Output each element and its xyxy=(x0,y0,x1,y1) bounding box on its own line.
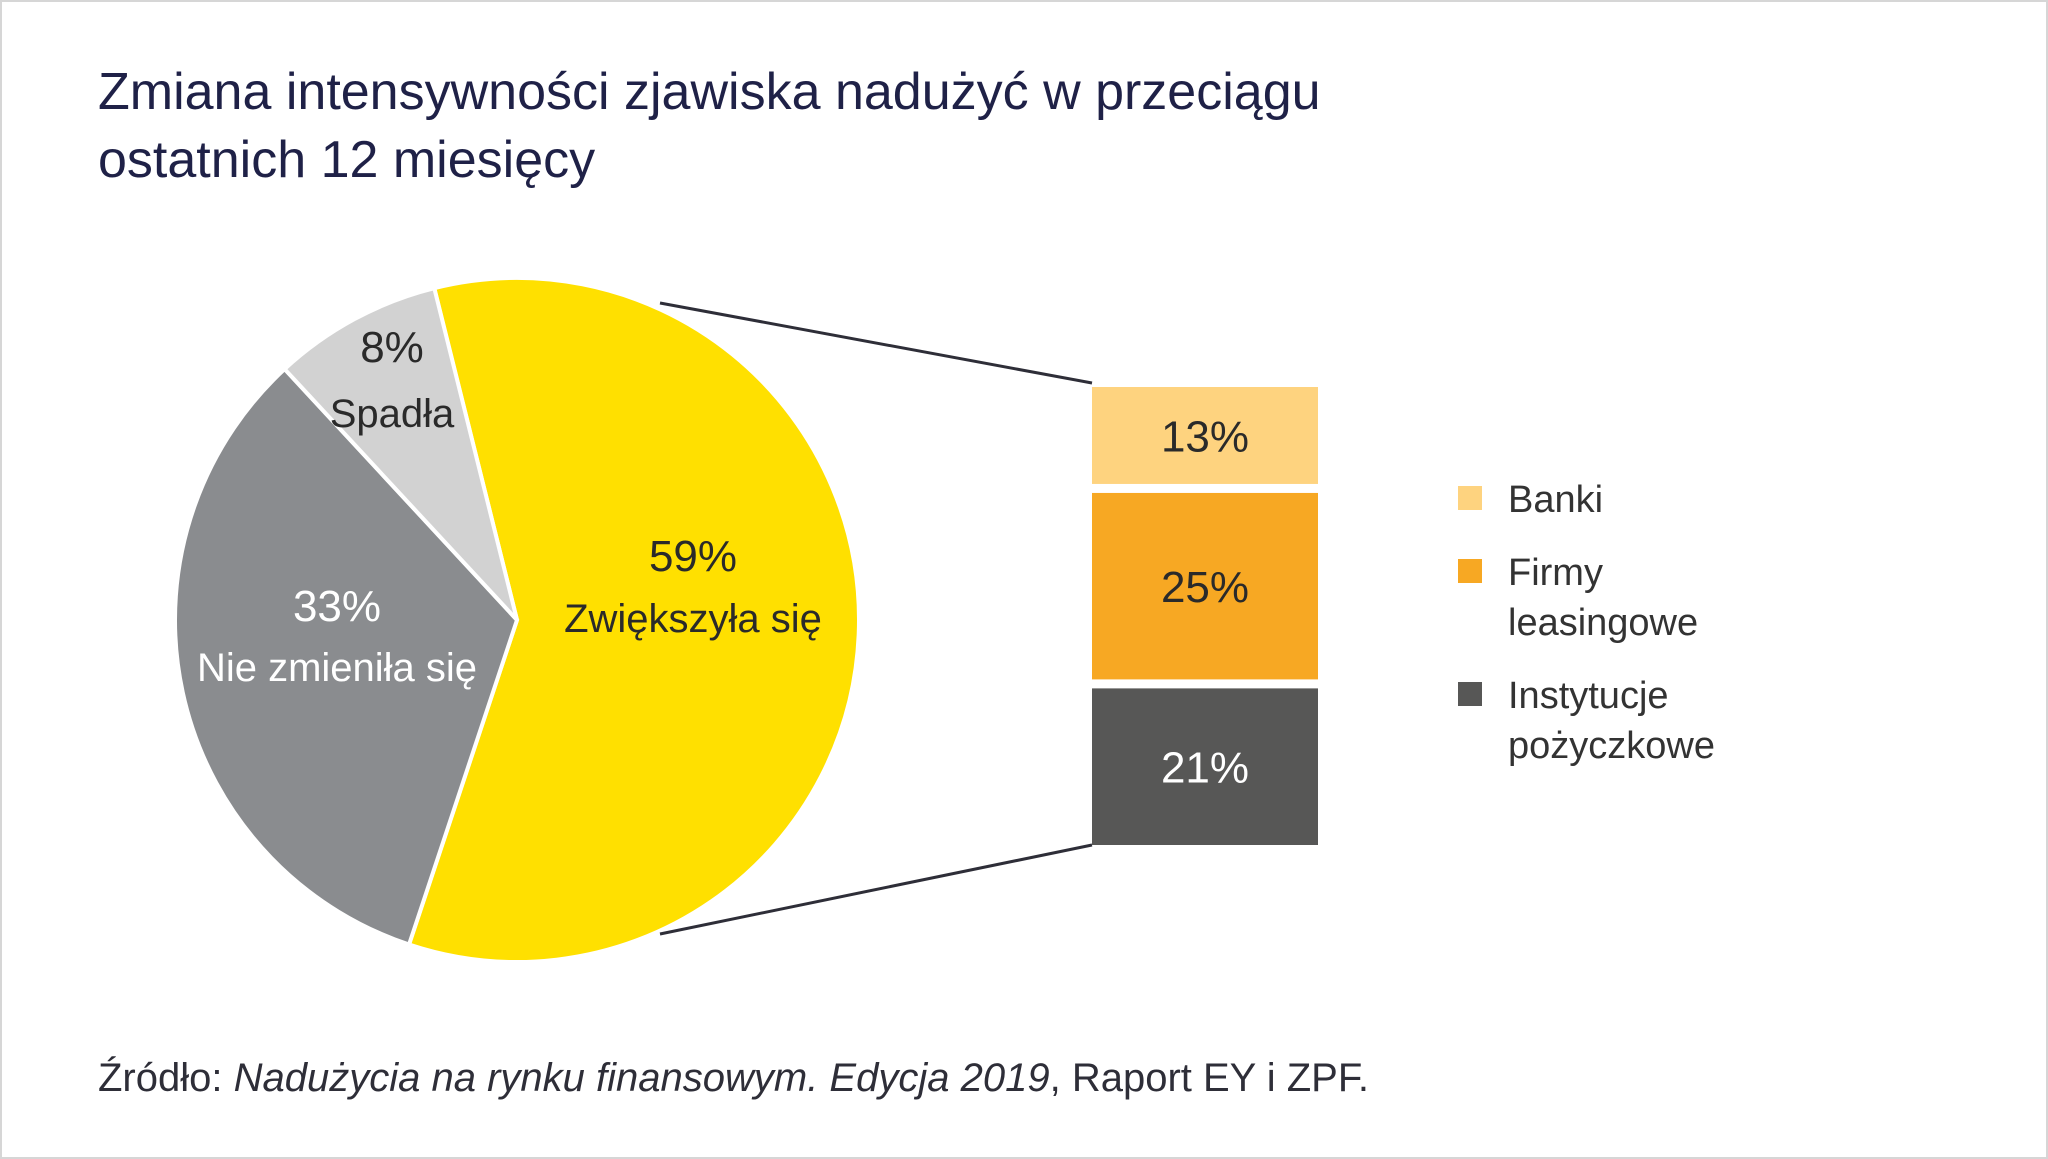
legend-label: pożyczkowe xyxy=(1508,725,1715,767)
bar-segment-2 xyxy=(1092,688,1318,845)
legend-swatch-1 xyxy=(1458,559,1482,583)
source-prefix: Źródło: xyxy=(98,1056,234,1100)
pie-value-label: 33% xyxy=(293,582,381,631)
legend-label: Banki xyxy=(1508,479,1603,521)
connector-line-top xyxy=(659,301,1093,385)
legend-label: Instytucje xyxy=(1508,675,1669,717)
title-line-2: ostatnich 12 miesięcy xyxy=(98,131,596,189)
pie-category-label: Spadła xyxy=(330,392,455,436)
pie-category-label: Zwiększyła się xyxy=(564,597,822,641)
pie-value-label: 8% xyxy=(360,323,424,372)
source-note: Źródło: Nadużycia na rynku finansowym. E… xyxy=(98,1056,1369,1101)
chart-title: Zmiana intensywności zjawiska nadużyć w … xyxy=(98,58,1798,194)
legend-swatch-2 xyxy=(1458,682,1482,706)
pie-slice-1 xyxy=(173,366,520,948)
bar-segment-0 xyxy=(1092,387,1318,484)
bar-segment-1 xyxy=(1092,492,1318,680)
legend-label: Firmy xyxy=(1508,552,1603,594)
bar-value-label: 25% xyxy=(1161,563,1249,612)
pie-category-label: Nie zmieniła się xyxy=(197,646,477,690)
source-title: Nadużycia na rynku finansowym. Edycja 20… xyxy=(233,1056,1050,1100)
pie-slice-0 xyxy=(406,276,861,964)
legend-label: leasingowe xyxy=(1508,602,1698,644)
legend-swatch-0 xyxy=(1458,486,1482,510)
pie-slice-2 xyxy=(281,285,519,622)
bar-value-label: 21% xyxy=(1161,744,1249,793)
pie-value-label: 59% xyxy=(649,532,737,581)
connector-line-bottom xyxy=(659,843,1093,936)
bar-value-label: 13% xyxy=(1161,412,1249,461)
source-suffix: , Raport EY i ZPF. xyxy=(1049,1056,1369,1100)
title-line-1: Zmiana intensywności zjawiska nadużyć w … xyxy=(98,63,1321,121)
